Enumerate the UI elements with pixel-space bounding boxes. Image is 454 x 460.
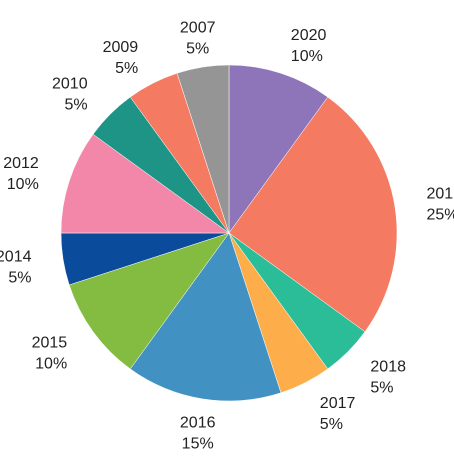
slice-label-2015: 2015 10% bbox=[32, 335, 68, 373]
slice-year-label: 2018 bbox=[370, 358, 406, 375]
pie-slices bbox=[60, 64, 398, 402]
slice-year-label: 2009 bbox=[103, 39, 139, 56]
pie-slice-2020 bbox=[228, 64, 329, 234]
pie-slice-2016 bbox=[129, 232, 282, 402]
slice-year-label: 2015 bbox=[32, 335, 68, 352]
slice-label-2017: 2017 5% bbox=[320, 395, 356, 433]
slice-percent-label: 5% bbox=[8, 269, 31, 286]
slice-percent-label: 10% bbox=[35, 356, 67, 373]
slice-percent-label: 5% bbox=[115, 60, 138, 77]
slice-year-label: 2012 bbox=[3, 155, 39, 172]
slice-label-2009: 2009 5% bbox=[103, 39, 139, 77]
slice-label-2014: 2014 5% bbox=[0, 248, 32, 286]
slice-percent-label: 5% bbox=[64, 97, 87, 114]
slice-year-label: 2016 bbox=[180, 415, 216, 432]
pie-slice-2019 bbox=[228, 96, 398, 333]
slice-percent-label: 25% bbox=[427, 207, 454, 224]
slice-label-2019: 2019 25% bbox=[427, 186, 454, 224]
pie-slice-2012 bbox=[60, 133, 230, 234]
pie-labels: 2020 10% 2019 25% 2018 5% 2017 5% 2016 15% 2015 10%… bbox=[0, 20, 454, 453]
pie-slice-2015 bbox=[68, 232, 230, 370]
slice-percent-label: 5% bbox=[186, 41, 209, 58]
slice-percent-label: 5% bbox=[370, 379, 393, 396]
slice-percent-label: 5% bbox=[320, 416, 343, 433]
slice-year-label: 2014 bbox=[0, 248, 32, 265]
slice-percent-label: 10% bbox=[7, 176, 39, 193]
slice-year-label: 2020 bbox=[291, 27, 327, 44]
slice-label-2010: 2010 5% bbox=[52, 76, 88, 114]
slice-year-label: 2010 bbox=[52, 76, 88, 93]
slice-label-2018: 2018 5% bbox=[370, 358, 406, 396]
slice-year-label: 2017 bbox=[320, 395, 356, 412]
slice-year-label: 2019 bbox=[427, 186, 454, 203]
pie-slice-2007 bbox=[176, 64, 230, 234]
slice-label-2016: 2016 15% bbox=[180, 415, 216, 453]
slice-label-2007: 2007 5% bbox=[180, 20, 216, 58]
slice-percent-label: 15% bbox=[182, 436, 214, 453]
slice-percent-label: 10% bbox=[291, 48, 323, 65]
slice-label-2020: 2020 10% bbox=[291, 27, 327, 65]
slice-label-2012: 2012 10% bbox=[3, 155, 39, 193]
slice-year-label: 2007 bbox=[180, 20, 216, 37]
